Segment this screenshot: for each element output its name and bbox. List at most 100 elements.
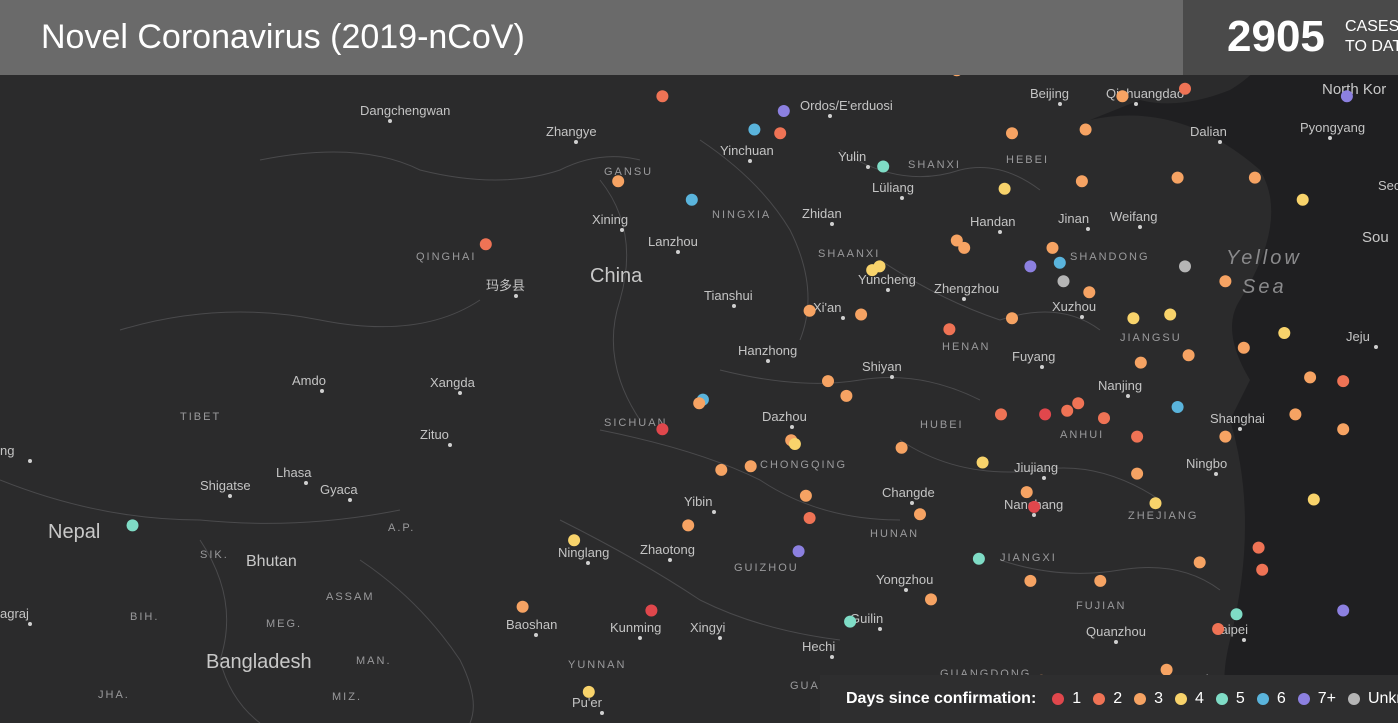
case-marker[interactable]: [1248, 171, 1261, 184]
case-marker[interactable]: [693, 397, 706, 410]
case-marker[interactable]: [895, 441, 908, 454]
city-dot: [890, 375, 894, 379]
case-marker[interactable]: [976, 456, 989, 469]
city-dot: [514, 294, 518, 298]
case-marker[interactable]: [1057, 275, 1070, 288]
region-label: QINGHAI: [416, 251, 476, 263]
case-marker[interactable]: [866, 264, 879, 277]
case-marker[interactable]: [1171, 401, 1184, 413]
case-marker[interactable]: [925, 593, 937, 606]
case-marker[interactable]: [1289, 408, 1302, 421]
case-marker[interactable]: [1131, 430, 1144, 443]
case-marker[interactable]: [1230, 608, 1243, 621]
case-marker[interactable]: [1182, 349, 1195, 362]
case-marker[interactable]: [645, 604, 658, 617]
case-marker[interactable]: [748, 123, 761, 136]
legend-item: 7+: [1297, 690, 1336, 708]
case-marker[interactable]: [715, 463, 728, 476]
case-marker[interactable]: [1024, 260, 1037, 273]
case-marker[interactable]: [126, 519, 139, 532]
case-marker[interactable]: [1160, 663, 1173, 676]
case-marker[interactable]: [1039, 408, 1052, 421]
case-marker[interactable]: [1020, 486, 1033, 499]
case-marker[interactable]: [582, 685, 595, 698]
case-marker[interactable]: [1098, 412, 1110, 425]
case-marker[interactable]: [1079, 123, 1092, 136]
case-marker[interactable]: [682, 519, 695, 532]
case-marker[interactable]: [568, 534, 581, 547]
case-marker[interactable]: [1256, 563, 1269, 576]
case-marker[interactable]: [1072, 397, 1085, 410]
legend-label: 3: [1154, 690, 1163, 707]
case-marker[interactable]: [744, 460, 757, 473]
case-marker[interactable]: [799, 489, 812, 502]
city-label: Dazhou: [762, 409, 807, 424]
case-marker[interactable]: [1149, 497, 1162, 510]
case-marker[interactable]: [1134, 356, 1147, 369]
case-marker[interactable]: [943, 323, 956, 336]
case-marker[interactable]: [1304, 371, 1317, 384]
case-marker[interactable]: [855, 308, 868, 321]
case-marker[interactable]: [1340, 90, 1353, 103]
case-marker[interactable]: [844, 615, 857, 628]
case-marker[interactable]: [1307, 493, 1320, 506]
case-marker[interactable]: [774, 127, 787, 140]
case-marker[interactable]: [1028, 500, 1041, 513]
case-marker[interactable]: [685, 193, 698, 206]
case-marker[interactable]: [1164, 308, 1177, 321]
case-marker[interactable]: [1083, 286, 1096, 299]
sea-label: Sea: [1242, 276, 1287, 298]
case-marker[interactable]: [877, 160, 890, 173]
case-marker[interactable]: [1219, 275, 1232, 288]
case-marker[interactable]: [1006, 312, 1018, 325]
case-marker[interactable]: [777, 105, 790, 117]
case-marker[interactable]: [1094, 574, 1107, 587]
case-marker[interactable]: [1075, 175, 1088, 188]
header-bar: Novel Coronavirus (2019-nCoV): [0, 0, 1183, 75]
case-marker[interactable]: [792, 545, 805, 558]
case-marker[interactable]: [1006, 127, 1018, 140]
city-label: Yongzhou: [876, 572, 933, 587]
case-marker[interactable]: [1179, 82, 1191, 95]
case-marker[interactable]: [803, 304, 816, 317]
case-marker[interactable]: [612, 175, 625, 188]
case-marker[interactable]: [1237, 341, 1250, 354]
case-marker[interactable]: [1296, 193, 1309, 206]
case-marker[interactable]: [822, 375, 834, 388]
case-marker[interactable]: [803, 512, 816, 524]
case-marker[interactable]: [656, 423, 669, 436]
legend-swatch: [1052, 693, 1065, 705]
case-marker[interactable]: [995, 408, 1007, 421]
case-marker[interactable]: [1053, 256, 1066, 269]
case-marker[interactable]: [998, 182, 1011, 195]
case-marker[interactable]: [1337, 423, 1350, 436]
case-marker[interactable]: [516, 600, 529, 613]
case-marker[interactable]: [1061, 404, 1074, 417]
city-dot: [620, 228, 624, 232]
case-marker[interactable]: [1127, 312, 1140, 325]
region-label: SHANDONG: [1070, 251, 1150, 263]
case-marker[interactable]: [656, 90, 669, 103]
case-marker[interactable]: [1337, 375, 1350, 388]
case-marker[interactable]: [1116, 90, 1129, 103]
case-marker[interactable]: [950, 234, 963, 247]
case-marker[interactable]: [479, 238, 492, 251]
case-marker[interactable]: [1131, 467, 1144, 480]
case-marker[interactable]: [1252, 541, 1265, 554]
case-marker[interactable]: [1219, 430, 1232, 443]
city-dot: [1114, 640, 1118, 644]
case-marker[interactable]: [1337, 604, 1350, 617]
case-marker[interactable]: [1193, 556, 1206, 569]
case-marker[interactable]: [840, 389, 853, 402]
case-marker[interactable]: [914, 508, 926, 521]
case-marker[interactable]: [1179, 260, 1191, 273]
case-marker[interactable]: [972, 552, 985, 565]
case-marker[interactable]: [958, 241, 971, 254]
case-marker[interactable]: [1046, 241, 1059, 254]
case-marker[interactable]: [1212, 623, 1225, 635]
case-marker[interactable]: [788, 438, 801, 450]
case-marker[interactable]: [1278, 327, 1291, 339]
case-marker[interactable]: [1024, 574, 1037, 587]
case-marker[interactable]: [1171, 171, 1184, 184]
